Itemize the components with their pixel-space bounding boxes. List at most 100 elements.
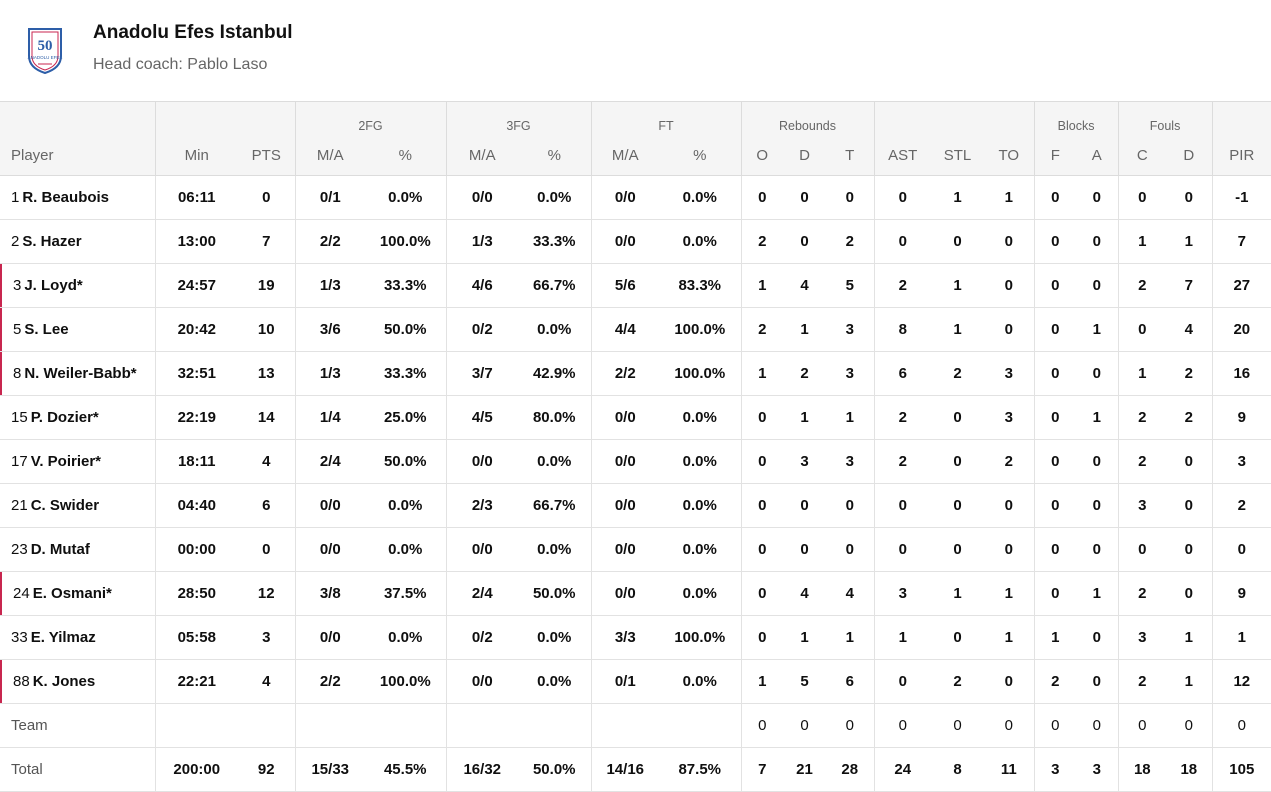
col-3fg-pct[interactable]: %	[518, 136, 591, 176]
player-name-link[interactable]: N. Weiler-Babb*	[24, 365, 137, 382]
player-name-link[interactable]: R. Beaubois	[22, 189, 110, 206]
cell-reb-d: 1	[783, 307, 826, 352]
player-cell[interactable]: 8 N. Weiler-Babb*	[0, 351, 155, 396]
col-blk-f[interactable]: F	[1033, 136, 1077, 176]
col-2fg-pct[interactable]: %	[365, 136, 446, 176]
cell-min: 32:51	[154, 351, 238, 396]
col-3fg-ma[interactable]: M/A	[445, 136, 518, 176]
cell-reb-t: 3	[826, 307, 875, 352]
player-name-link[interactable]: E. Yilmaz	[30, 629, 96, 646]
player-cell[interactable]: 2 S. Hazer	[0, 219, 155, 264]
cell-blk-a: 0	[1076, 527, 1119, 572]
cell-min: 24:57	[154, 263, 238, 308]
col-min[interactable]: Min	[154, 136, 238, 176]
cell-pir: 1	[1211, 615, 1271, 660]
player-cell[interactable]: 15 P. Dozier*	[0, 395, 155, 440]
cell-reb-o: 0	[740, 615, 783, 660]
col-foul-c[interactable]: C	[1117, 136, 1167, 176]
player-row[interactable]: 17 V. Poirier* 18:11 4 2/4 50.0% 0/0 0.0% 0/0 0.0…	[0, 439, 1271, 484]
col-stl[interactable]: STL	[931, 136, 985, 176]
cell-ft-ma: 5/6	[590, 263, 659, 308]
cell-blk-a: 0	[1076, 219, 1119, 264]
player-cell[interactable]: 33 E. Yilmaz	[0, 615, 155, 660]
col-to[interactable]: TO	[984, 136, 1035, 176]
player-cell[interactable]: 1 R. Beaubois	[0, 175, 155, 220]
cell-ft-ma: 0/0	[590, 571, 659, 616]
cell-min: 18:11	[154, 439, 238, 484]
cell-reb-t: 0	[826, 483, 875, 528]
player-name-link[interactable]: S. Hazer	[22, 233, 82, 250]
col-reb-t[interactable]: T	[826, 136, 875, 176]
player-cell[interactable]: 5 S. Lee	[0, 307, 155, 352]
cell-2fg-pct: 37.5%	[365, 571, 446, 616]
player-name-link[interactable]: P. Dozier*	[30, 409, 99, 426]
player-name-link[interactable]: K. Jones	[32, 673, 96, 690]
cell-to: 3	[984, 395, 1035, 440]
cell-reb-d: 1	[783, 615, 826, 660]
cell-blk-f: 0	[1033, 527, 1077, 572]
col-blk-a[interactable]: A	[1076, 136, 1119, 176]
player-cell[interactable]: 24 E. Osmani*	[0, 571, 155, 616]
head-coach: Head coach: Pablo Laso	[93, 56, 268, 73]
player-row[interactable]: 5 S. Lee 20:42 10 3/6 50.0% 0/2 0.0% 4/4 100.0% 2 1…	[0, 307, 1271, 352]
player-name-link[interactable]: S. Lee	[24, 321, 69, 338]
player-number: 24	[13, 585, 30, 602]
team-row-label: Team	[0, 703, 155, 748]
cell-foul-c: 3	[1117, 615, 1167, 660]
player-row[interactable]: 24 E. Osmani* 28:50 12 3/8 37.5% 2/4 50.0% 0/0 0.…	[0, 571, 1271, 616]
cell-foul-d: 0	[1166, 483, 1213, 528]
cell-ast: 0	[873, 219, 932, 264]
cell-ast: 0	[873, 703, 932, 748]
player-name-link[interactable]: E. Osmani*	[32, 585, 112, 602]
cell-stl: 1	[931, 263, 985, 308]
player-row[interactable]: 3 J. Loyd* 24:57 19 1/3 33.3% 4/6 66.7% 5/6 83.3%…	[0, 263, 1271, 308]
cell-stl: 0	[931, 439, 985, 484]
player-row[interactable]: 33 E. Yilmaz 05:58 3 0/0 0.0% 0/2 0.0% 3/3 100.0%…	[0, 615, 1271, 660]
cell-ft-ma: 3/3	[590, 615, 659, 660]
cell-ast: 0	[873, 527, 932, 572]
cell-3fg-pct: 33.3%	[518, 219, 591, 264]
player-name-link[interactable]: C. Swider	[30, 497, 100, 514]
col-player[interactable]: Player	[0, 136, 155, 176]
cell-3fg-ma: 2/3	[445, 483, 518, 528]
col-pir[interactable]: PIR	[1211, 136, 1271, 176]
player-row[interactable]: 88 K. Jones 22:21 4 2/2 100.0% 0/0 0.0% 0/1 0.0% 1…	[0, 659, 1271, 704]
cell-reb-d: 0	[783, 219, 826, 264]
col-ast[interactable]: AST	[873, 136, 932, 176]
player-row[interactable]: 2 S. Hazer 13:00 7 2/2 100.0% 1/3 33.3% 0/0 0.0% 2…	[0, 219, 1271, 264]
col-ft-pct[interactable]: %	[659, 136, 741, 176]
player-row[interactable]: 21 C. Swider 04:40 6 0/0 0.0% 2/3 66.7% 0/0 0.0% 0…	[0, 483, 1271, 528]
player-cell[interactable]: 88 K. Jones	[0, 659, 155, 704]
col-2fg-ma[interactable]: M/A	[294, 136, 365, 176]
cell-foul-d: 0	[1166, 571, 1213, 616]
player-number: 21	[11, 497, 28, 514]
cell-reb-o: 0	[740, 395, 783, 440]
col-foul-d[interactable]: D	[1166, 136, 1213, 176]
cell-to: 0	[984, 527, 1035, 572]
player-name-link[interactable]: D. Mutaf	[30, 541, 90, 558]
cell-min: 00:00	[154, 527, 238, 572]
player-row[interactable]: 8 N. Weiler-Babb* 32:51 13 1/3 33.3% 3/7 42.9% 2…	[0, 351, 1271, 396]
col-reb-d[interactable]: D	[783, 136, 826, 176]
cell-blk-a: 1	[1076, 307, 1119, 352]
cell-reb-t: 0	[826, 703, 875, 748]
player-cell[interactable]: 3 J. Loyd*	[0, 263, 155, 308]
cell-reb-t: 4	[826, 571, 875, 616]
cell-foul-d: 2	[1166, 395, 1213, 440]
cell-2fg-pct: 100.0%	[365, 659, 446, 704]
player-name-link[interactable]: V. Poirier*	[30, 453, 102, 470]
cell-foul-d: 0	[1166, 527, 1213, 572]
col-ft-ma[interactable]: M/A	[590, 136, 659, 176]
player-cell[interactable]: 21 C. Swider	[0, 483, 155, 528]
player-row[interactable]: 23 D. Mutaf 00:00 0 0/0 0.0% 0/0 0.0% 0/0 0.0% 0 0 0…	[0, 527, 1271, 572]
col-pts[interactable]: PTS	[238, 136, 295, 176]
cell-blk-a: 0	[1076, 439, 1119, 484]
player-row[interactable]: 1 R. Beaubois 06:11 0 0/1 0.0% 0/0 0.0% 0/0 0.0% 0…	[0, 175, 1271, 220]
cell-min: 20:42	[154, 307, 238, 352]
player-cell[interactable]: 23 D. Mutaf	[0, 527, 155, 572]
player-cell[interactable]: 17 V. Poirier*	[0, 439, 155, 484]
cell-blk-a: 0	[1076, 615, 1119, 660]
player-row[interactable]: 15 P. Dozier* 22:19 14 1/4 25.0% 4/5 80.0% 0/0 0.…	[0, 395, 1271, 440]
player-name-link[interactable]: J. Loyd*	[24, 277, 83, 294]
col-reb-o[interactable]: O	[740, 136, 783, 176]
